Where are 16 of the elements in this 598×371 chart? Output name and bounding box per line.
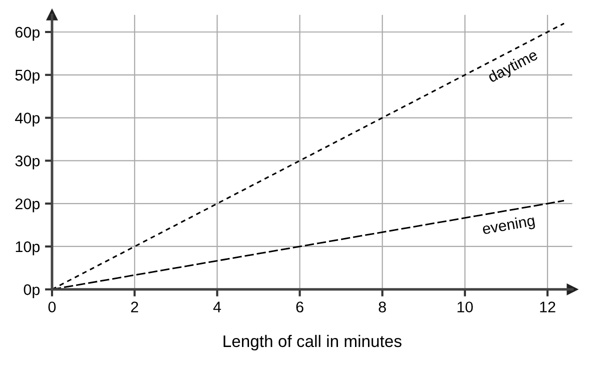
y-tick-label: 60p [16,26,40,41]
x-tick-label: 4 [213,302,221,312]
annotation: evening [482,214,536,238]
x-axis-title: Length of call in minutes [224,334,402,350]
y-tick-label: 0p [24,284,40,298]
x-tick-label: 6 [296,302,304,312]
x-tick-label: 0 [48,302,56,312]
y-tick-label: 50p [15,70,40,84]
y-tick-label: 10p [16,241,40,256]
x-tick-label: 2 [131,302,138,312]
y-tick-label: 40p [15,112,40,126]
x-tick-label: 12 [540,302,556,312]
x-tick-label: 10 [458,302,473,312]
x-tick-label: 8 [378,302,386,312]
y-tick-label: 30p [15,156,40,170]
y-tick-label: 20p [16,198,40,212]
